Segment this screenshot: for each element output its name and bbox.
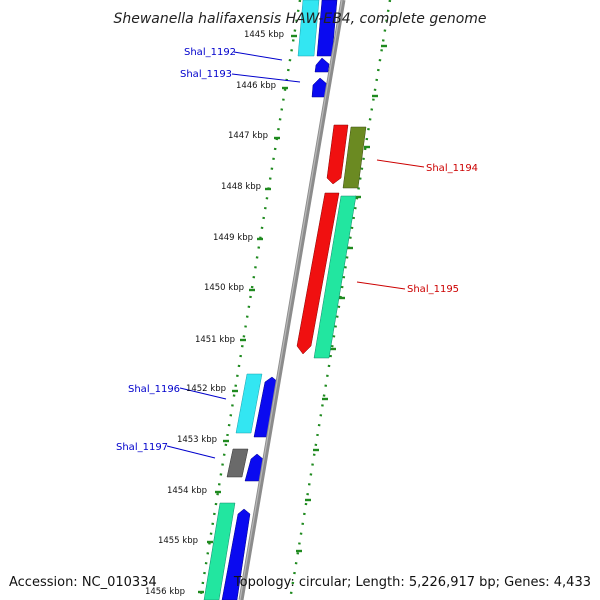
gene-block-1194-red[interactable] <box>326 124 349 185</box>
gene-block-blue-bottom[interactable] <box>221 508 251 600</box>
kbp-label: 1448 kbp <box>221 182 261 192</box>
kbp-label: 1452 kbp <box>186 384 226 394</box>
gene-block-mint-bottom[interactable] <box>203 502 236 600</box>
connector-1195 <box>356 281 406 290</box>
gene-block-1197-gray[interactable] <box>226 448 249 478</box>
kbp-label: 1447 kbp <box>228 131 268 141</box>
kbp-label: 1453 kbp <box>177 435 217 445</box>
genome-backbone <box>238 0 346 600</box>
left-tick-track <box>198 0 302 600</box>
accession-text: Accession: NC_010334 <box>9 575 157 590</box>
map-title: Shewanella halifaxensis HAW-EB4, complet… <box>113 11 486 27</box>
genome-backbone-highlight <box>239 0 343 600</box>
connector-1197 <box>166 445 216 459</box>
kbp-label: 1455 kbp <box>158 536 198 546</box>
gene-block-1196-cyan[interactable] <box>235 373 263 434</box>
gene-block-1193a[interactable] <box>314 57 330 73</box>
kbp-label: 1449 kbp <box>213 233 253 243</box>
gene-label-shal-1195[interactable]: Shal_1195 <box>407 284 459 295</box>
gene-block-1193b[interactable] <box>311 77 328 98</box>
kbp-labels: 1445 kbp 1446 kbp 1447 kbp 1448 kbp 1449… <box>145 30 284 597</box>
gene-block-1194-olive[interactable] <box>342 126 367 189</box>
gene-block-1195-mint[interactable] <box>313 195 357 359</box>
topology-text: Topology: circular; Length: 5,226,917 bp… <box>233 575 591 590</box>
gene-label-shal-1197[interactable]: Shal_1197 <box>116 442 168 453</box>
left-major-ticks <box>198 34 297 594</box>
gene-block-1195-red[interactable] <box>296 192 340 355</box>
right-major-ticks <box>296 44 387 553</box>
kbp-label: 1451 kbp <box>195 335 235 345</box>
gene-label-shal-1192[interactable]: Shal_1192 <box>184 47 236 58</box>
gene-block-1192-cyan[interactable] <box>297 0 320 57</box>
connector-1196 <box>179 387 227 400</box>
gene-label-shal-1194[interactable]: Shal_1194 <box>426 163 478 174</box>
kbp-label: 1450 kbp <box>204 283 244 293</box>
gene-label-shal-1196[interactable]: Shal_1196 <box>128 384 180 395</box>
kbp-label: 1454 kbp <box>167 486 207 496</box>
kbp-label: 1446 kbp <box>236 81 276 91</box>
gene-label-shal-1193[interactable]: Shal_1193 <box>180 69 232 80</box>
right-tick-track <box>288 0 392 600</box>
connector-1193 <box>231 73 301 83</box>
connector-1194 <box>376 159 425 168</box>
connector-1192 <box>233 51 283 61</box>
kbp-label: 1456 kbp <box>145 587 185 597</box>
kbp-label: 1445 kbp <box>244 30 284 40</box>
